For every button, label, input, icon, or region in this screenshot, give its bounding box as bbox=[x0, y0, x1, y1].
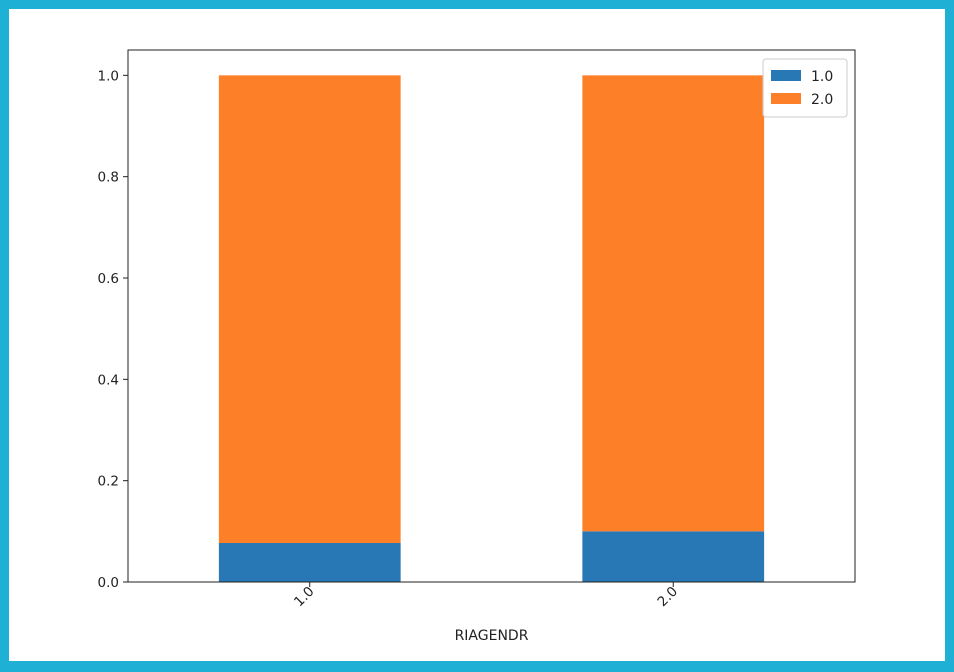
y-tick-label: 0.6 bbox=[98, 271, 119, 287]
legend-box bbox=[762, 58, 848, 118]
x-axis-label: RIAGENDR bbox=[455, 628, 529, 644]
bar-1.0-series-2.0 bbox=[218, 75, 401, 543]
figure-canvas: 0.0 0.2 0.4 0.6 0.8 1.0 1.0 2.0 RIAGENDR 1.0 2.… bbox=[9, 9, 945, 661]
y-tick-label: 0.8 bbox=[98, 170, 119, 186]
x-tick-label: 2.0 bbox=[655, 584, 682, 611]
legend: 1.02.0 bbox=[762, 58, 848, 118]
bar-2.0-series-1.0 bbox=[582, 531, 765, 582]
y-tick-label: 0.4 bbox=[98, 372, 119, 388]
y-tick-label: 1.0 bbox=[98, 68, 119, 84]
bar-2.0-series-2.0 bbox=[582, 75, 765, 532]
legend-swatch-2.0 bbox=[771, 93, 801, 104]
legend-label-2.0: 2.0 bbox=[811, 92, 833, 108]
bars-group bbox=[218, 75, 765, 582]
x-axis: 1.0 2.0 bbox=[291, 582, 681, 610]
plot-frame bbox=[127, 49, 856, 583]
stacked-bar-chart: 0.0 0.2 0.4 0.6 0.8 1.0 1.0 2.0 RIAGENDR 1.0 2.… bbox=[98, 49, 856, 644]
legend-swatch-1.0 bbox=[771, 70, 801, 81]
y-axis: 0.0 0.2 0.4 0.6 0.8 1.0 bbox=[98, 68, 128, 591]
legend-label-1.0: 1.0 bbox=[811, 69, 833, 85]
x-tick-label: 1.0 bbox=[291, 584, 318, 611]
y-tick-label: 0.2 bbox=[98, 474, 119, 490]
y-tick-label: 0.0 bbox=[98, 575, 119, 591]
bar-1.0-series-1.0 bbox=[218, 542, 401, 582]
